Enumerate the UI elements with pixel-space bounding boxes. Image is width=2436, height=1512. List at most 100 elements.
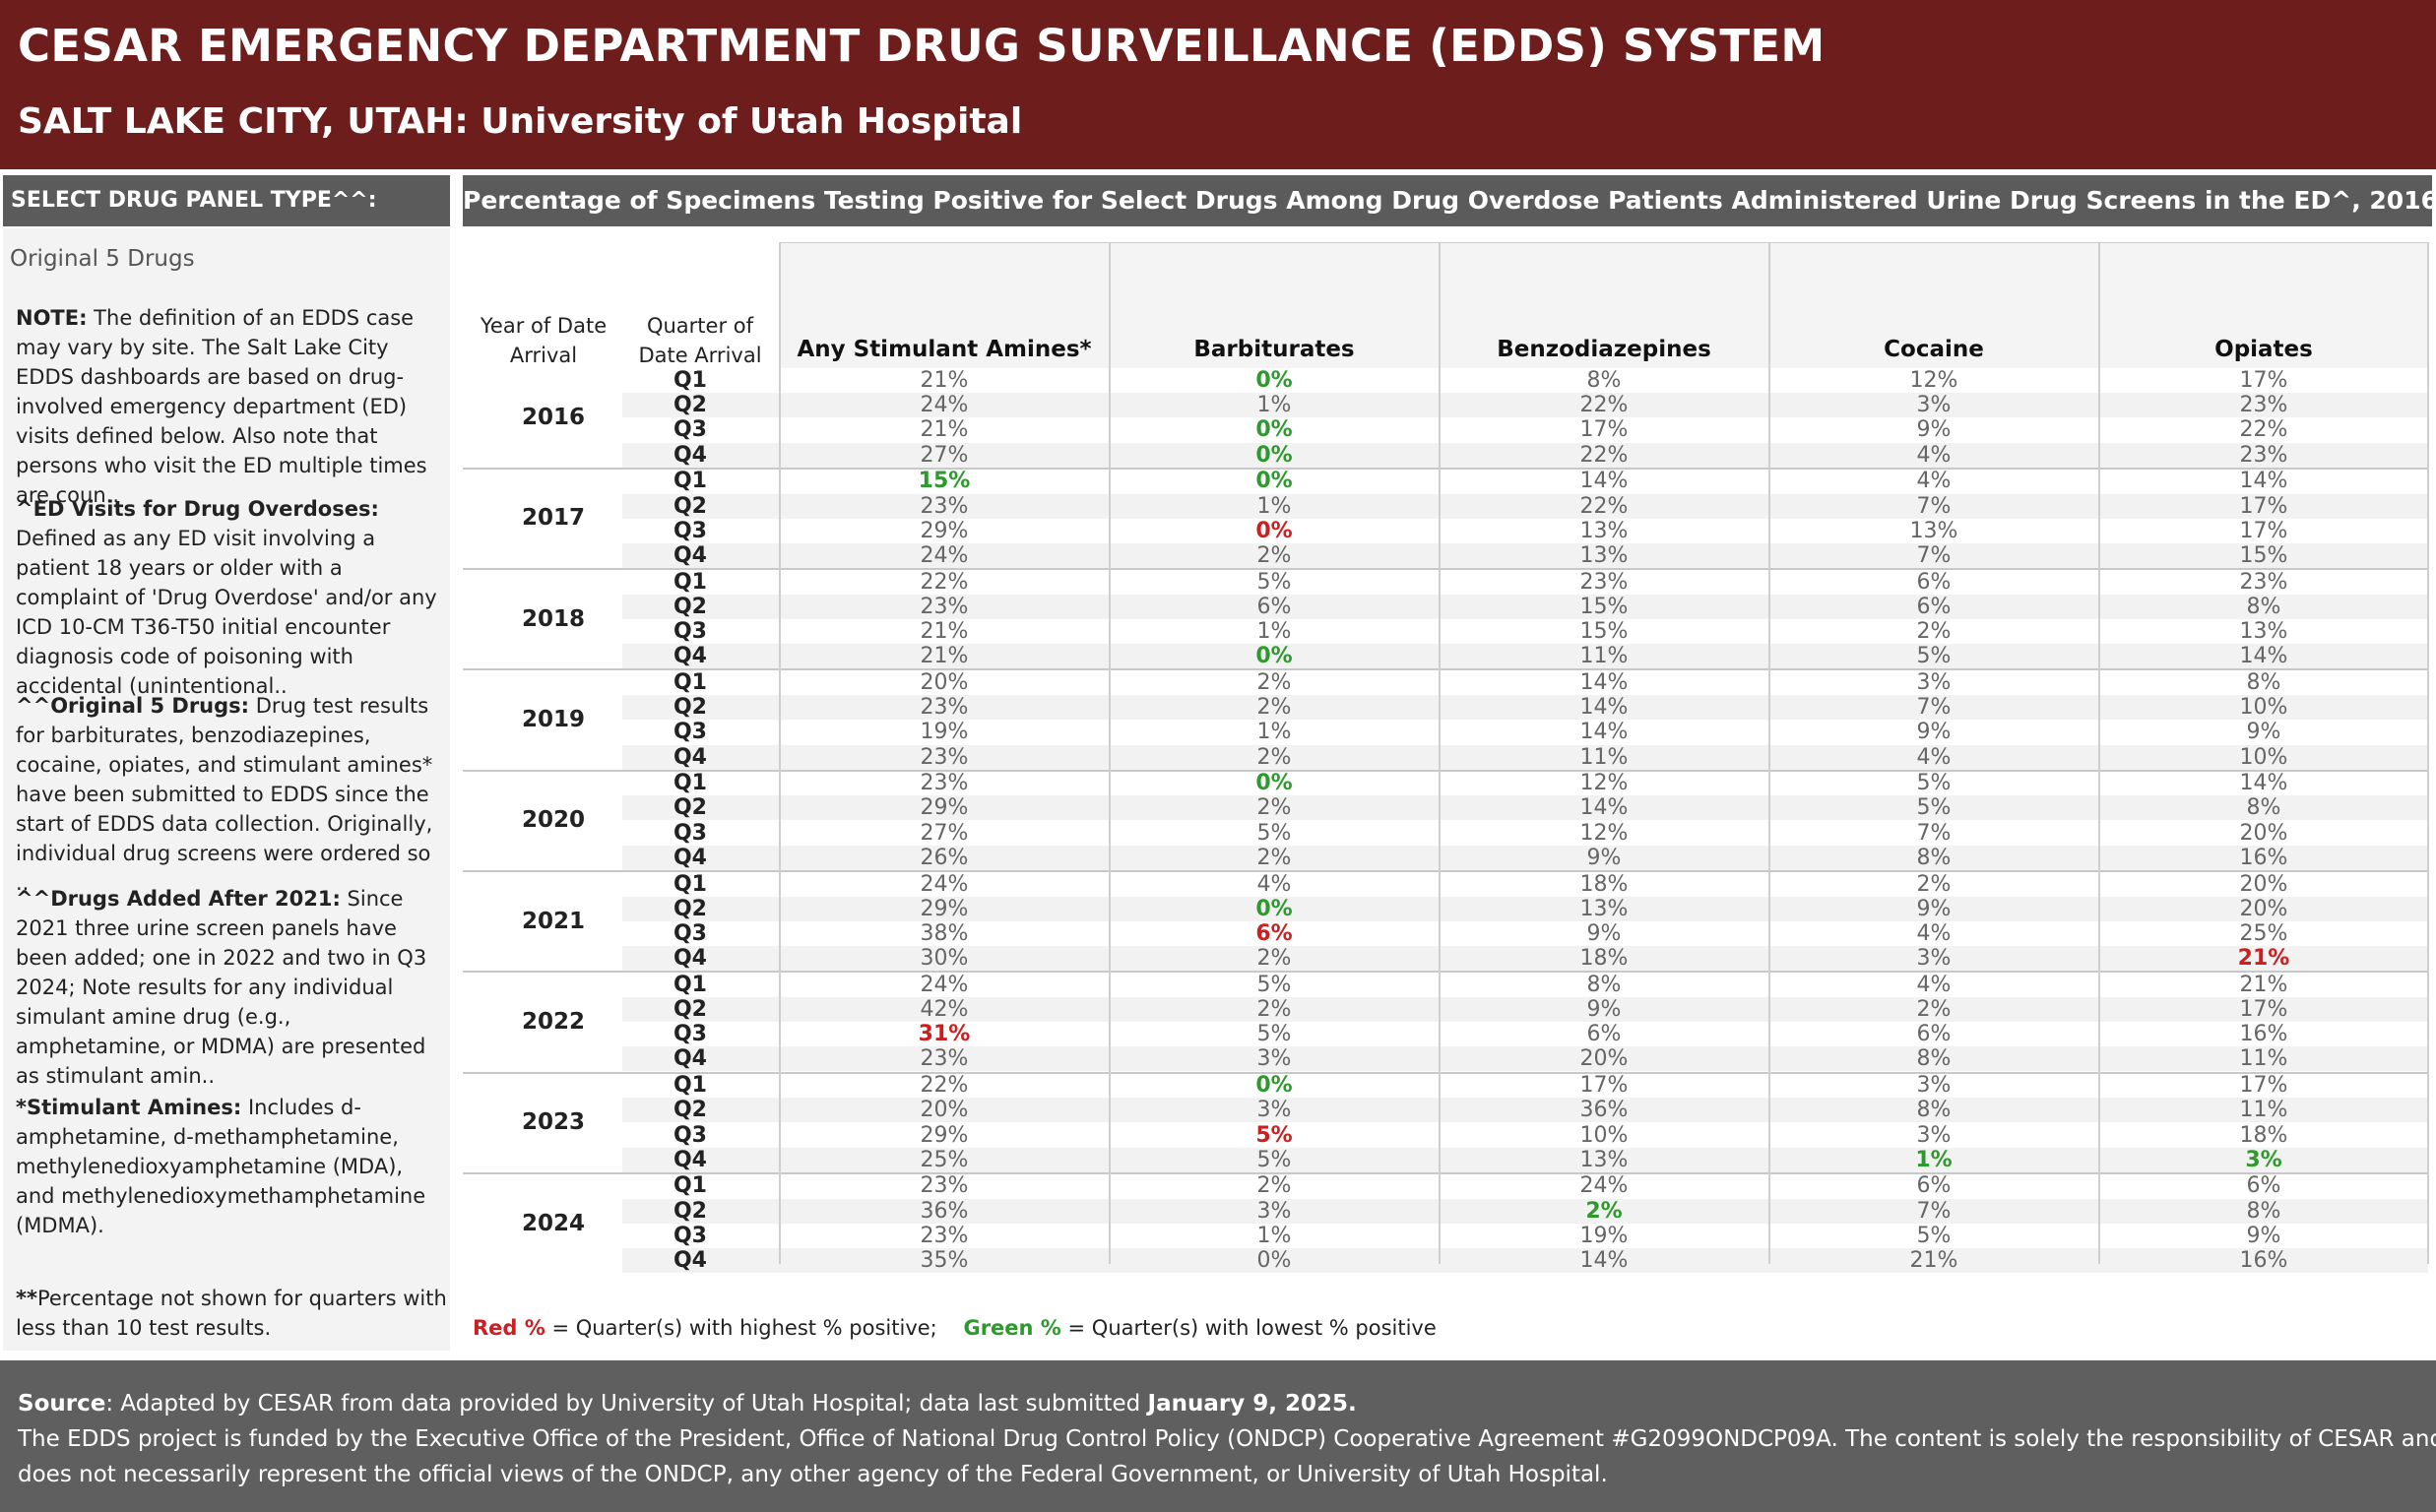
table-cell: 23% (920, 1223, 969, 1248)
row-band (622, 997, 2428, 1022)
table-cell: 9% (1586, 997, 1622, 1022)
table-cell: 9% (1586, 845, 1622, 870)
table-cell: 23% (2239, 569, 2288, 595)
note-drugs-added: ^^Drugs Added After 2021: Since 2021 thr… (16, 887, 427, 1088)
table-cell: 22% (1579, 393, 1629, 418)
quarter-label: Q4 (673, 845, 707, 870)
table-cell: 2% (1256, 845, 1292, 870)
table-cell: 17% (2239, 1073, 2288, 1099)
table-cell: 24% (920, 542, 969, 568)
quarter-label: Q1 (673, 771, 707, 796)
table-cell: 16% (2239, 1022, 2288, 1047)
quarter-label: Q3 (673, 518, 707, 543)
table-cell: 21% (920, 368, 969, 393)
quarter-label: Q1 (673, 469, 707, 494)
quarter-label: Q3 (673, 1022, 707, 1047)
quarter-label: Q2 (673, 1098, 707, 1123)
table-cell: 7% (1916, 820, 1952, 846)
table-cell: 2% (1916, 871, 1952, 897)
table-cell: 9% (1916, 720, 1952, 745)
sidebar (3, 228, 450, 1351)
quarter-label: Q2 (673, 493, 707, 519)
table-cell: 2% (1916, 997, 1952, 1022)
table-cell: 18% (1579, 946, 1629, 972)
table-cell: 13% (1579, 896, 1629, 921)
table-cell: 8% (1586, 972, 1622, 997)
table-cell: 17% (2239, 368, 2288, 393)
table-cell: 20% (920, 1098, 969, 1123)
year-separator (463, 1071, 2428, 1074)
table-cell: 7% (1916, 493, 1952, 519)
table-cell: 14% (1579, 795, 1629, 821)
table-cell: 8% (2246, 795, 2281, 821)
year-label: 2017 (521, 505, 585, 532)
column-divider (2427, 242, 2429, 1264)
table-cell: 4% (1256, 871, 1292, 897)
table-cell: 23% (920, 594, 969, 619)
quarter-label: Q4 (673, 1147, 707, 1172)
quarter-label: Q2 (673, 795, 707, 821)
table-cell: 22% (2239, 417, 2288, 443)
table-cell: 6% (1916, 1173, 1952, 1199)
table-cell: 1% (1256, 720, 1292, 745)
disclaimer-line: does not necessarily represent the offic… (18, 1462, 1608, 1487)
table-cell: 9% (2246, 1223, 2281, 1248)
table-cell: 14% (2239, 469, 2288, 494)
table-cell: 11% (2239, 1098, 2288, 1123)
table-cell: 6% (1916, 594, 1952, 619)
row-band (622, 1198, 2428, 1224)
year-separator (463, 769, 2428, 772)
table-cell: 1% (1256, 393, 1292, 418)
table-cell: 21% (1909, 1248, 1958, 1273)
quarter-label: Q1 (673, 871, 707, 897)
table-cell: 5% (1916, 795, 1952, 821)
table-cell: 19% (920, 720, 969, 745)
table-cell: 8% (2246, 594, 2281, 619)
table-cell: 20% (1579, 1046, 1629, 1072)
row-band (622, 946, 2428, 972)
table-cell: 36% (1579, 1098, 1629, 1123)
column-header-cocaine: Cocaine (1884, 337, 1984, 362)
table-cell: 14% (1579, 469, 1629, 494)
column-header-band (780, 242, 2428, 368)
table-cell: 13% (1579, 1147, 1629, 1172)
table-cell: 0% (1255, 469, 1293, 494)
row-band (622, 695, 2428, 721)
quarter-label: Q4 (673, 542, 707, 568)
table-cell: 12% (1909, 368, 1958, 393)
table-cell: 21% (920, 619, 969, 644)
table-cell: 2% (1256, 542, 1292, 568)
table-cell: 17% (1579, 417, 1629, 443)
table-cell: 22% (1579, 442, 1629, 468)
table-cell: 3% (1916, 946, 1952, 972)
funding-line: The EDDS project is funded by the Execut… (18, 1426, 2436, 1452)
table-cell: 5% (1255, 1122, 1293, 1148)
panel-type-selector[interactable]: Original 5 Drugs (10, 246, 195, 272)
quarter-label: Q1 (673, 368, 707, 393)
table-cell: 14% (1579, 669, 1629, 695)
table-cell: 18% (1579, 871, 1629, 897)
table-cell: 3% (1256, 1098, 1292, 1123)
table-cell: 6% (2246, 1173, 2281, 1199)
table-cell: 5% (1916, 771, 1952, 796)
column-header-barbiturates: Barbiturates (1193, 337, 1355, 362)
table-cell: 25% (2239, 920, 2288, 946)
year-label: 2023 (521, 1109, 585, 1136)
table-cell: 23% (920, 695, 969, 721)
table-cell: 22% (920, 1073, 969, 1099)
table-cell: 0% (1255, 644, 1293, 669)
table-cell: 21% (920, 417, 969, 443)
quarter-column-header: Quarter of Date Arrival (638, 314, 762, 367)
table-cell: 0% (1255, 518, 1293, 543)
year-column-header: Year of Date Arrival (480, 314, 608, 367)
table-cell: 8% (2246, 669, 2281, 695)
table-cell: 6% (1255, 920, 1293, 946)
table-cell: 5% (1916, 644, 1952, 669)
table-cell: 4% (1916, 920, 1952, 946)
table-cell: 7% (1916, 1198, 1952, 1224)
year-separator (463, 971, 2428, 974)
table-cell: 23% (920, 1046, 969, 1072)
table-cell: 24% (920, 972, 969, 997)
quarter-label: Q3 (673, 720, 707, 745)
year-label: 2020 (521, 807, 585, 834)
